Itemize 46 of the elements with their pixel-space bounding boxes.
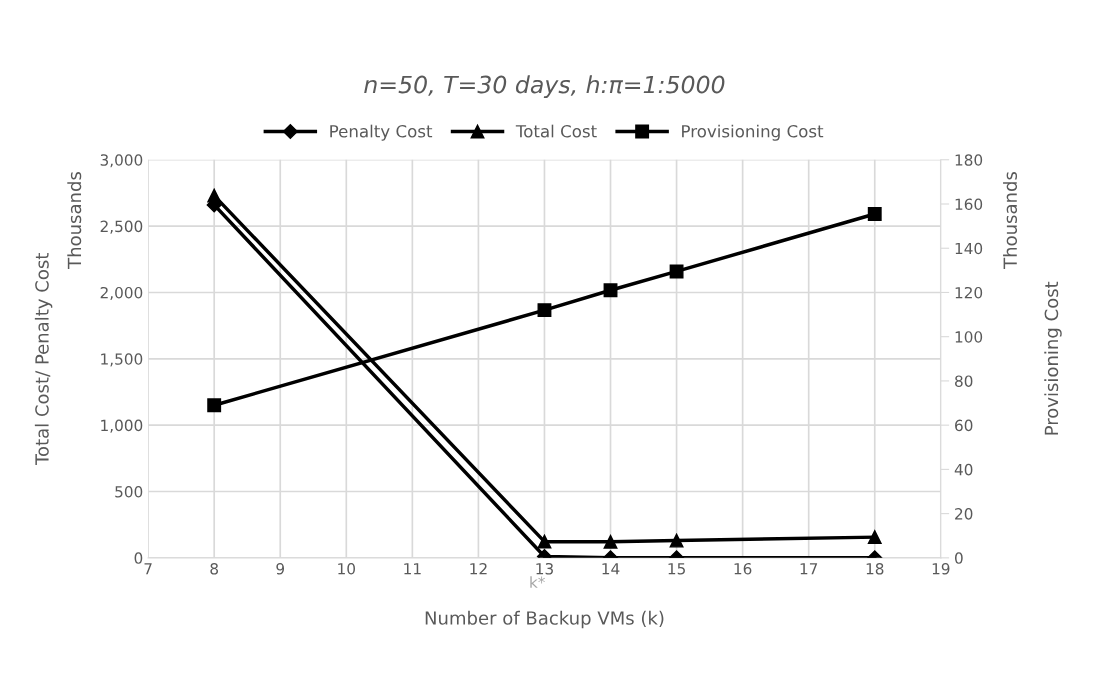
- x-tick-label: 17: [800, 563, 818, 575]
- y-tick-label: 1,000: [101, 419, 143, 433]
- x-tick-label: 19: [932, 562, 950, 575]
- x-tick-label: 18: [866, 562, 884, 575]
- x-tick-label: 7: [144, 563, 152, 575]
- y2-tick-label: 60: [955, 419, 973, 432]
- x-tick-label: 11: [404, 563, 421, 575]
- point: [867, 207, 882, 221]
- point: [207, 188, 222, 203]
- y-tick-label: 500: [115, 485, 143, 498]
- legend-label: Penalty Cost: [330, 124, 433, 141]
- y2-tick-label: 180: [955, 154, 983, 166]
- y-tick-label: 3,000: [100, 154, 143, 168]
- x-tick-label: 8: [210, 562, 218, 575]
- x-tick-label: 15: [668, 563, 685, 575]
- legend-label: Total Cost: [515, 124, 597, 138]
- x-axis-title: Number of Backup VMs (k): [425, 610, 664, 629]
- x-tick-label: 13: [536, 562, 553, 575]
- text: k*: [530, 576, 545, 588]
- y2-tick-label: 160: [955, 198, 983, 211]
- y2-tick-label: 20: [955, 508, 973, 520]
- y2-tick-label: 100: [955, 331, 983, 343]
- y2-tick-label: 80: [955, 375, 973, 387]
- point: [603, 283, 618, 298]
- y-tick-label: 2,500: [100, 220, 143, 234]
- x-tick-label: 14: [602, 563, 620, 575]
- y2-tick-label: 0: [955, 552, 963, 564]
- y-tick-label: 1,500: [101, 353, 143, 367]
- y2-tick-label: 40: [954, 463, 973, 476]
- text: Thousands: [67, 172, 82, 269]
- point: [537, 303, 552, 318]
- y-tick-label: 0: [134, 552, 143, 564]
- x-tick-label: 12: [470, 562, 487, 575]
- point: [207, 398, 222, 413]
- point: [669, 264, 684, 279]
- legend-label: Provisioning Cost: [682, 124, 824, 141]
- x-tick-label: 16: [734, 562, 752, 575]
- chart-title: n=50, T=30 days, h:π=1:5000: [364, 75, 725, 99]
- y2-axis-title: Provisioning Cost: [1044, 281, 1062, 435]
- y2-tick-label: 140: [955, 242, 983, 255]
- text: Thousands: [1003, 172, 1018, 269]
- x-tick-label: 10: [338, 562, 356, 575]
- y-axis-title: Total Cost/ Penalty Cost: [34, 253, 53, 466]
- y-tick-label: 2,000: [100, 286, 143, 301]
- y2-tick-label: 120: [955, 286, 983, 299]
- x-tick-label: 9: [276, 562, 285, 575]
